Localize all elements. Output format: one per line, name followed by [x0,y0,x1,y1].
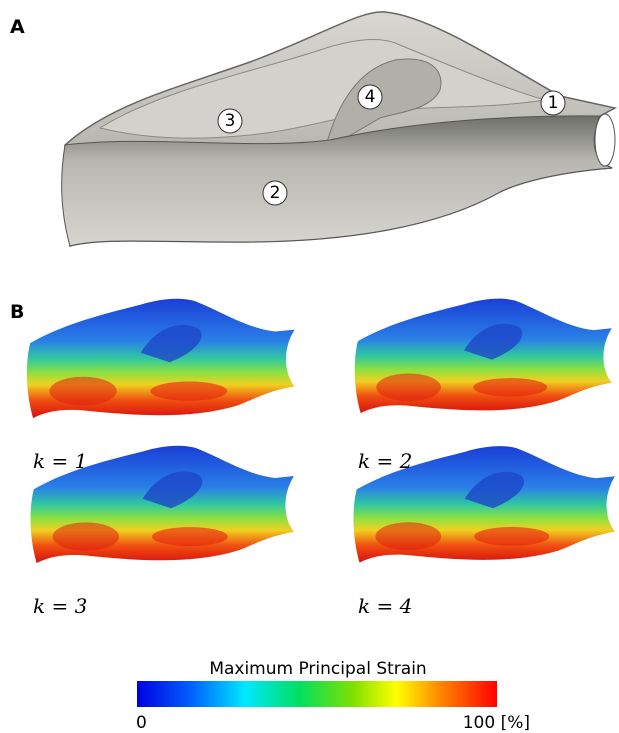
region-label: 2 [270,183,281,203]
strain-map [355,299,612,414]
region-label: 1 [548,93,559,113]
panel-label: A [10,16,25,38]
figure: A 1 2 3 4 B k = 1 k = 2 k = 3 k = 4 Maxi… [0,0,619,733]
panel-label: B [10,301,24,323]
colorbar-title: Maximum Principal Strain [209,659,426,679]
strain-map [27,299,295,418]
caption: k = 1 [33,449,87,473]
vessel-geometry [62,12,615,246]
caption: k = 4 [358,594,412,618]
region-label: 3 [225,111,236,131]
caption: k = 2 [358,449,412,473]
caption: k = 3 [33,594,87,618]
region-label: 4 [365,87,376,107]
colorbar [137,681,497,707]
colorbar-max: 100 [%] [463,713,530,733]
colorbar-min: 0 [136,713,147,733]
